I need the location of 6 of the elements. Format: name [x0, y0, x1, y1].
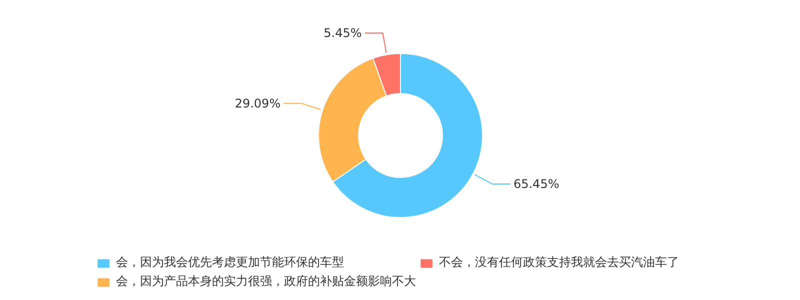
- legend-label: 不会，没有任何政策支持我就会去买汽油车了: [439, 254, 679, 271]
- data-label: 5.45%: [324, 26, 362, 40]
- legend-label: 会，因为产品本身的实力很强，政府的补贴金额影响不大: [116, 273, 416, 290]
- data-label: 65.45%: [513, 177, 560, 192]
- data-label: 29.09%: [234, 96, 281, 110]
- legend-label: 会，因为我会优先考虑更加节能环保的车型: [116, 254, 344, 271]
